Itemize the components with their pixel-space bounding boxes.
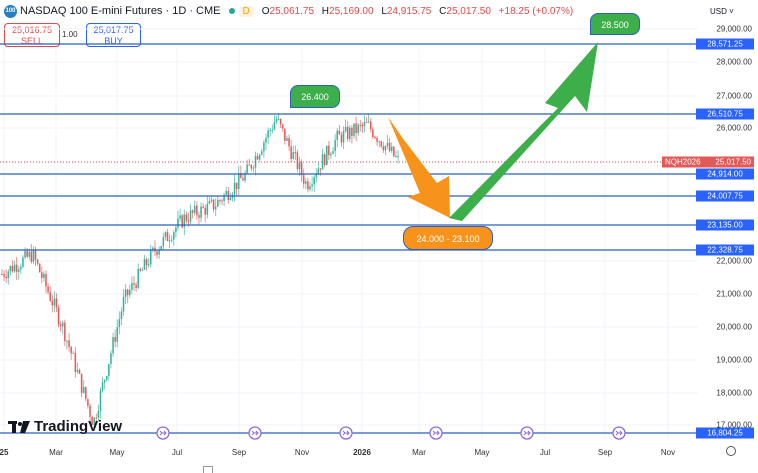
level-price-tag: 23,135.00 xyxy=(696,219,754,231)
symbol-logo-icon: 100 xyxy=(4,4,17,18)
time-tick-label: Nov xyxy=(660,448,676,457)
time-tick-label: Jul xyxy=(539,448,551,457)
settings-gear-icon[interactable] xyxy=(726,446,736,456)
close-value: 25,017.50 xyxy=(446,5,491,17)
price-tick-label: 27,000.00 xyxy=(716,91,752,101)
level-price-tag: 22,328.75 xyxy=(696,244,754,256)
level-price-tag: 24,914.00 xyxy=(696,168,754,180)
peak-label: 26.400 xyxy=(290,85,340,108)
quantity-value[interactable]: 1.00 xyxy=(62,30,78,39)
ohlc-values: O25,061.75 H25,169.00 L24,915.75 C25,017… xyxy=(261,5,574,17)
time-tick-label: Mar xyxy=(412,448,426,457)
level-price-tag: 28,571.25 xyxy=(696,38,754,50)
time-tick-label: Mar xyxy=(49,448,63,457)
price-tick-label: 18,000.00 xyxy=(716,388,752,398)
price-tick-label: 26,000.00 xyxy=(716,123,752,133)
target-zone-label: 24.000 - 23.100 xyxy=(403,226,493,250)
currency-dropdown[interactable]: USD ˅ xyxy=(710,7,734,16)
time-tick-label: May xyxy=(474,448,490,457)
buy-price: 25,017.75 xyxy=(93,25,134,35)
sell-label: SELL xyxy=(20,36,44,46)
price-tick-label: 28,000.00 xyxy=(716,57,752,67)
time-tick-label: Sep xyxy=(597,448,613,457)
last-price-tag: NQH2026 25,017.50 xyxy=(662,156,754,168)
buy-label: BUY xyxy=(104,36,123,46)
market-open-dot-icon xyxy=(228,8,235,14)
time-tick-label: May xyxy=(109,448,125,457)
open-value: 25,061.75 xyxy=(269,5,315,17)
time-tick-label: Jul xyxy=(171,448,183,457)
price-tick-label: 22,000.00 xyxy=(716,256,752,266)
time-tick-label: 25 xyxy=(0,448,9,457)
high-value: 25,169.00 xyxy=(329,5,374,17)
price-tick-label: 19,000.00 xyxy=(716,355,752,365)
target-high-label: 28.500 xyxy=(590,13,640,35)
buy-button[interactable]: 25,017.75 BUY xyxy=(86,23,141,47)
price-tick-label: 29,000.00 xyxy=(716,24,752,34)
level-price-tag: 16,804.25 xyxy=(696,427,754,439)
time-tick-label: Sep xyxy=(231,448,247,457)
sell-button[interactable]: 25,016.75 SELL xyxy=(4,23,60,47)
price-tick-label: 20,000.00 xyxy=(716,322,752,332)
time-tick-label: 2026 xyxy=(353,448,371,457)
symbol-title[interactable]: NASDAQ 100 E-mini Futures · 1D · CME xyxy=(20,5,221,17)
change-value: +18.25 (+0.07%) xyxy=(498,5,574,17)
calendar-icon[interactable] xyxy=(203,466,213,473)
sell-price: 25,016.75 xyxy=(11,25,53,35)
interval-badge: D xyxy=(238,5,254,17)
tradingview-logo[interactable]: TradingView xyxy=(8,418,122,435)
chart-header: 100 NASDAQ 100 E-mini Futures · 1D · CME… xyxy=(0,0,578,22)
price-tick-label: 17,000.00 xyxy=(716,420,752,430)
level-price-tag: 26,510.75 xyxy=(696,108,754,120)
price-tick-label: 21,000.00 xyxy=(716,289,752,299)
tradingview-logo-icon xyxy=(8,420,30,433)
level-price-tag: 24,007.75 xyxy=(696,190,754,202)
low-value: 24,915.75 xyxy=(386,5,432,17)
time-tick-label: Nov xyxy=(294,448,310,457)
